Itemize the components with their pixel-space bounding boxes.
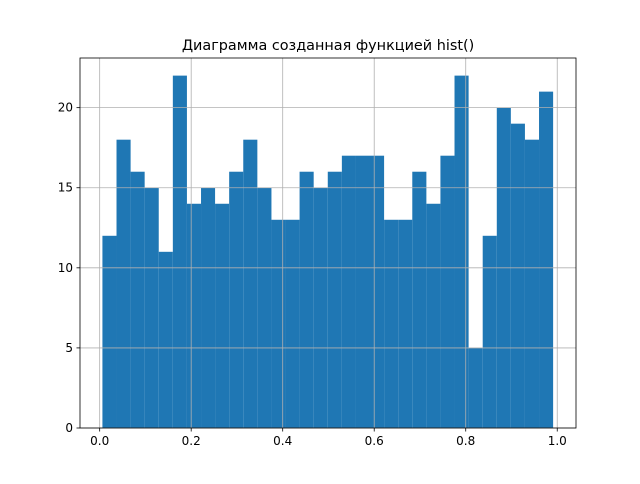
bar (257, 187, 272, 428)
bar (215, 203, 230, 428)
x-tick-label: 0.8 (456, 434, 475, 448)
chart-title: Диаграмма созданная функцией hist() (182, 38, 474, 54)
bar (201, 187, 216, 428)
bar (412, 171, 427, 428)
x-tick-label: 0.0 (90, 434, 109, 448)
bar (144, 187, 159, 428)
bar (285, 219, 300, 428)
bar (510, 123, 525, 429)
x-tick-label: 0.2 (182, 434, 201, 448)
x-tick-label: 0.6 (365, 434, 384, 448)
bar (341, 155, 356, 428)
y-tick-label: 20 (58, 101, 73, 115)
bar (229, 171, 244, 428)
bar (116, 139, 131, 429)
bar (482, 235, 497, 428)
y-tick-label: 0 (65, 421, 73, 435)
bar (172, 75, 187, 428)
bar (299, 171, 314, 428)
bar (468, 347, 483, 428)
y-tick-label: 15 (58, 181, 73, 195)
bar (355, 155, 371, 428)
bar (327, 171, 342, 428)
y-tick-label: 10 (58, 261, 73, 275)
bar (243, 139, 258, 429)
bar (440, 155, 455, 428)
plot-frame (79, 57, 577, 429)
bar (454, 75, 469, 428)
y-tick-label: 5 (65, 341, 73, 355)
bar (384, 219, 399, 428)
bar (271, 219, 286, 428)
bar (102, 235, 117, 428)
bar (370, 155, 385, 428)
bar (398, 219, 413, 428)
bar (426, 203, 441, 428)
bar (158, 251, 173, 428)
bar (539, 91, 554, 429)
bar (130, 171, 145, 428)
bar (524, 139, 540, 429)
x-tick-label: 1.0 (548, 434, 567, 448)
x-tick-label: 0.4 (273, 434, 292, 448)
bar (186, 203, 202, 428)
bar (313, 187, 328, 428)
